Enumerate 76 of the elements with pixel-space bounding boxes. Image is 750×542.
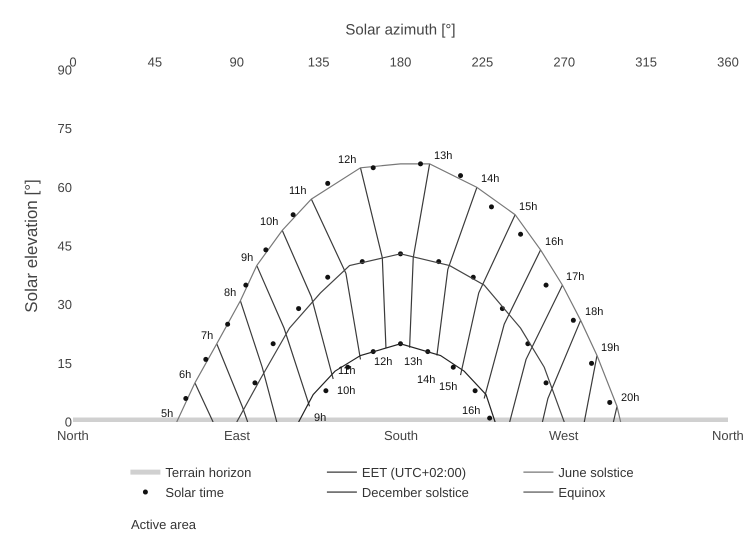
annotation: East	[224, 428, 250, 443]
annotation: 7h	[201, 330, 214, 342]
point	[607, 400, 612, 405]
x-axis-title: Solar azimuth [°]	[345, 22, 456, 39]
point	[270, 341, 276, 346]
point	[225, 322, 230, 327]
point	[450, 364, 456, 370]
point	[323, 388, 328, 394]
point	[544, 380, 549, 386]
annotation: West	[549, 428, 579, 443]
annotation: 17h	[566, 271, 584, 283]
x-tick-label: 270	[553, 54, 576, 70]
point	[488, 204, 494, 210]
annotation: 14h	[417, 374, 436, 386]
point	[203, 356, 208, 362]
annotation: 18h	[585, 306, 604, 318]
point	[544, 282, 549, 288]
point	[370, 165, 376, 170]
point	[458, 173, 464, 178]
y-tick-label: 45	[58, 238, 72, 254]
legend-label: Equinox	[558, 485, 606, 500]
annotation: 16h	[462, 405, 480, 417]
annotation: 20h	[621, 392, 640, 404]
point	[487, 416, 492, 421]
y-axis-title: Solar elevation [°]	[22, 179, 42, 313]
annotation: 11h	[289, 185, 307, 197]
annotation: 15h	[439, 381, 458, 393]
annotation: 14h	[481, 173, 500, 185]
annotation: 5h	[161, 408, 174, 420]
y-tick-label: 15	[58, 356, 72, 371]
annotation: 6h	[179, 369, 192, 381]
point	[518, 232, 524, 237]
x-tick-label: 135	[308, 54, 330, 70]
point	[243, 282, 248, 288]
annotation: 13h	[434, 150, 452, 162]
annotation: South	[384, 428, 418, 443]
point	[183, 396, 188, 402]
x-tick-label: 45	[148, 54, 162, 70]
text: Active area	[131, 517, 197, 532]
point	[570, 318, 576, 323]
point	[296, 306, 302, 312]
annotation: 12h	[374, 356, 392, 368]
x-tick-label: 360	[717, 54, 739, 70]
y-tick-label: 75	[58, 121, 72, 136]
point	[290, 212, 296, 218]
annotation: 9h	[241, 252, 254, 264]
annotation: 10h	[260, 216, 278, 228]
annotation: 16h	[545, 236, 564, 248]
annotation: 19h	[601, 342, 620, 354]
x-tick-label: 315	[635, 54, 657, 70]
annotation: North	[712, 428, 744, 443]
x-tick-label: 180	[390, 54, 412, 70]
annotation: 15h	[519, 201, 538, 213]
y-tick-label: 0	[64, 414, 72, 430]
annotation: 12h	[338, 154, 356, 166]
y-tick-label: 60	[58, 180, 72, 195]
point	[263, 247, 268, 252]
x-tick-label: 90	[230, 54, 244, 70]
point	[472, 388, 478, 394]
legend-label: EET (UTC+02:00)	[362, 465, 466, 480]
point	[325, 180, 330, 186]
point	[589, 360, 594, 366]
annotation: 8h	[224, 287, 236, 299]
annotation: 10h	[337, 385, 356, 397]
annotation: North	[57, 428, 89, 443]
annotation: 9h	[314, 412, 326, 424]
legend-label: June solstice	[558, 465, 634, 480]
legend-label: Terrain horizon	[165, 465, 252, 480]
y-tick-label: 30	[58, 297, 72, 312]
annotation: 13h	[404, 356, 422, 368]
legend-label: December solstice	[362, 485, 469, 500]
point	[252, 380, 258, 386]
legend-label: Solar time	[165, 485, 224, 500]
point	[325, 274, 330, 280]
x-tick-label: 225	[472, 54, 494, 70]
point	[418, 161, 424, 166]
